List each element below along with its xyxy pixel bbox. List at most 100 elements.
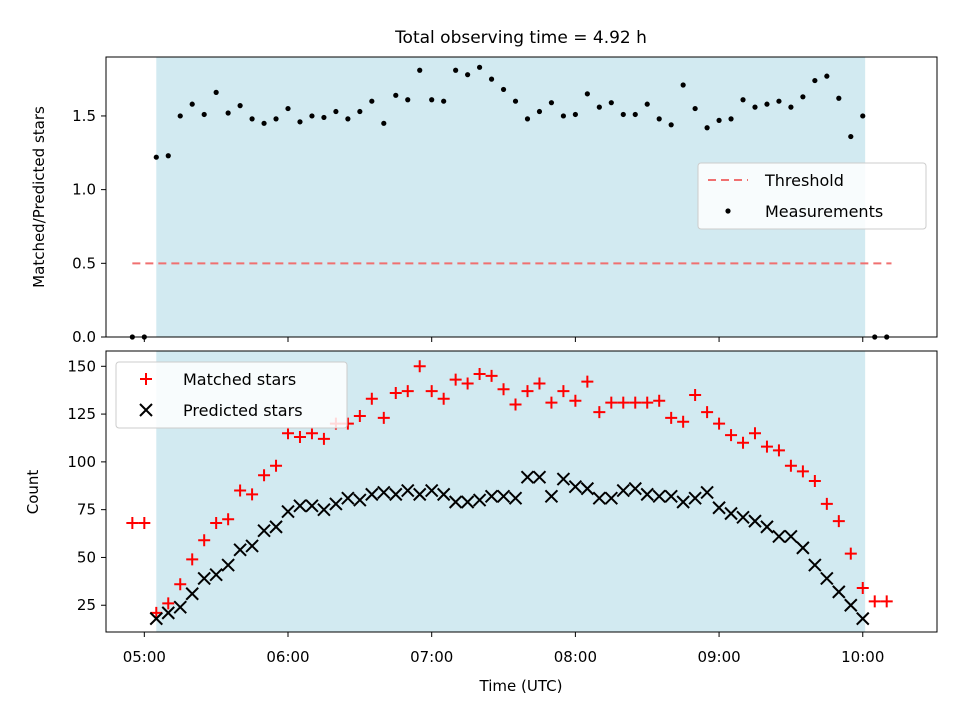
matched-star-point: [258, 469, 271, 482]
bottom-y-tick-label: 25: [77, 596, 96, 614]
matched-star-point: [844, 547, 857, 560]
predicted-star-point: [365, 487, 379, 502]
measurement-point: [189, 101, 195, 107]
matched-star-point: [868, 595, 881, 608]
bottom-axes-frame: [105, 350, 938, 633]
top-legend: Threshold Measurements: [697, 162, 927, 230]
predicted-star-point: [520, 470, 535, 484]
top-axes-frame: [105, 56, 938, 338]
predicted-star-point: [472, 493, 487, 507]
top-y-tick-label: 0.5: [72, 254, 96, 272]
measurement-point: [536, 108, 543, 115]
matched-star-point: [557, 385, 570, 398]
measurement-point: [369, 98, 375, 104]
measurement-point: [237, 103, 243, 109]
measurement-point: [728, 116, 734, 122]
matched-star-point: [413, 360, 426, 373]
predicted-star-point: [748, 514, 762, 528]
matched-star-point: [293, 431, 306, 444]
top-panel: 0.0 0.5 1.0 1.5 Matched/Predicted stars Thr…: [30, 56, 938, 346]
bottom-y-tick-label: 100: [67, 453, 96, 471]
measurement-point: [632, 111, 638, 118]
measurement-point: [476, 64, 483, 70]
predicted-star-point: [676, 495, 690, 509]
matched-star-point: [162, 597, 175, 610]
predicted-star-point: [317, 502, 331, 517]
predicted-legend-marker: [139, 403, 153, 417]
predicted-star-point: [413, 487, 427, 502]
top-legend-box: [697, 162, 927, 230]
bottom-legend-box: [115, 361, 348, 429]
predicted-star-point: [389, 487, 403, 502]
matched-star-point: [796, 465, 809, 478]
predicted-star-point: [173, 600, 187, 614]
predicted-star-point: [640, 487, 654, 502]
predicted-star-point: [604, 491, 619, 505]
measurement-point: [213, 89, 219, 95]
matched-star-point: [689, 388, 702, 401]
measurement-point: [345, 116, 351, 122]
predicted-star-point: [580, 481, 595, 496]
threshold-legend-label: Threshold: [764, 171, 844, 190]
matched-star-point: [880, 595, 893, 608]
measurement-point: [429, 97, 435, 103]
predicted-star-point: [377, 485, 391, 500]
measurement-point: [333, 108, 339, 115]
predicted-star-point: [508, 491, 523, 505]
matched-star-point: [305, 427, 318, 440]
measurement-point: [524, 116, 531, 122]
x-tick-label: 10:00: [841, 648, 884, 666]
predicted-star-point: [293, 499, 307, 513]
predicted-star-point: [568, 480, 583, 494]
measurement-point: [273, 116, 279, 122]
matched-star-point: [737, 436, 750, 449]
measurement-point: [512, 98, 519, 104]
measurement-point: [644, 101, 650, 107]
measurement-point: [285, 105, 291, 112]
measurements-legend-label: Measurements: [765, 202, 883, 221]
predicted-star-point: [844, 598, 858, 612]
predicted-star-point: [712, 501, 726, 515]
matched-star-point: [210, 517, 223, 530]
top-y-tick-label: 0.0: [72, 328, 96, 346]
bottom-y-tick-label: 125: [67, 405, 96, 423]
matched-star-point: [856, 582, 869, 595]
predicted-star-point: [484, 489, 499, 503]
matched-star-point: [521, 385, 534, 398]
matched-star-point: [593, 406, 606, 419]
measurement-point: [704, 125, 710, 131]
matched-star-point: [186, 553, 199, 566]
predicted-star-point: [436, 487, 451, 502]
x-tick-label: 06:00: [266, 648, 309, 666]
matched-star-point: [617, 396, 630, 409]
matched-star-point: [533, 377, 546, 390]
measurement-point: [656, 116, 662, 122]
measurement-point: [393, 92, 399, 98]
measurement-point: [309, 113, 315, 119]
matched-star-point: [725, 429, 738, 442]
matched-star-point: [365, 392, 378, 405]
bottom-legend: Matched stars Predicted stars: [115, 361, 348, 429]
predicted-star-point: [856, 611, 870, 626]
bottom-y-tick-label: 150: [67, 357, 96, 375]
bottom-panel: 25 50 75 100 125 150 05:00 06:00 07:00 08:00 09:0…: [24, 350, 938, 695]
matched-star-point: [377, 411, 390, 424]
predicted-star-point: [688, 491, 702, 505]
matched-star-point: [832, 515, 845, 528]
predicted-star-point: [161, 606, 175, 620]
top-y-tick-label: 1.0: [72, 181, 96, 199]
predicted-star-point: [700, 485, 714, 500]
predicted-star-point: [832, 585, 846, 599]
measurement-point: [860, 113, 866, 119]
predicted-star-point: [460, 495, 475, 509]
matched-star-point: [150, 606, 163, 619]
matched-star-point: [389, 387, 402, 400]
predicted-star-point: [616, 483, 630, 498]
measurement-point: [297, 119, 303, 125]
matched-star-point: [234, 484, 247, 497]
predicted-star-point: [424, 483, 439, 498]
measurement-point: [836, 95, 842, 101]
measurement-point: [764, 101, 770, 107]
matched-star-point: [641, 396, 654, 409]
matched-star-point: [174, 578, 187, 591]
